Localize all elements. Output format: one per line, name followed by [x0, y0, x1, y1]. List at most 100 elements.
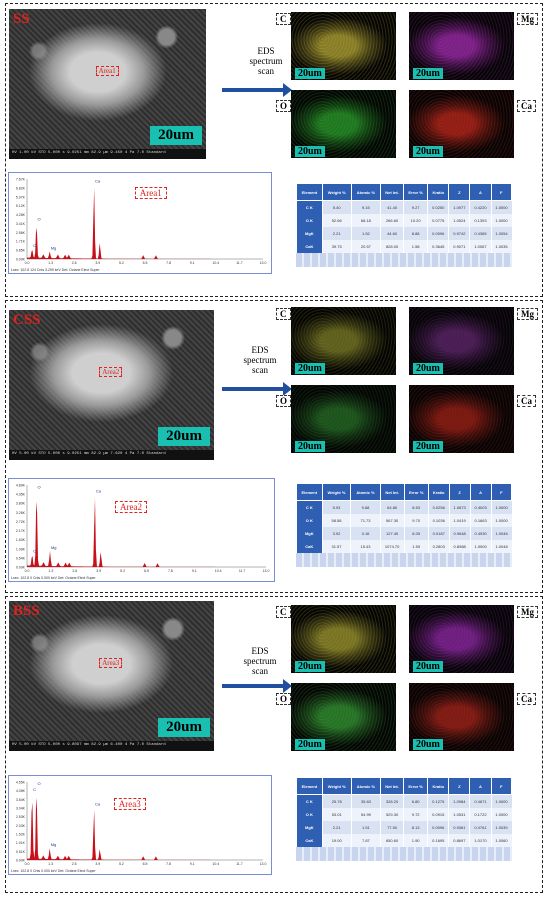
table-cell: 0.9361: [448, 821, 470, 834]
x-tick-label: 9.1: [190, 261, 195, 265]
table-cell: 8.05: [403, 527, 429, 540]
x-tick-label: 2.6: [72, 261, 77, 265]
table-header: Weight %: [321, 183, 352, 201]
eds-line: scan: [258, 66, 274, 76]
x-tick-label: 10.4: [212, 261, 219, 265]
sample-label: SS: [13, 11, 30, 27]
table-header: Atomic %: [350, 777, 382, 795]
table-cell: 52.66: [321, 214, 352, 227]
element-label-mg: Mg: [517, 606, 538, 618]
table-cell: 0.1722: [469, 808, 491, 821]
table-header: F: [490, 183, 512, 201]
sample-label: BSS: [13, 603, 40, 619]
table-cell: 5.93: [321, 500, 351, 514]
table-cell: 0.0096: [427, 227, 449, 240]
table-cell: O K: [296, 808, 323, 821]
element-map-c: 20um: [291, 307, 396, 375]
y-tick-label: 4.26K: [16, 213, 26, 217]
table-cell: 1.0039: [490, 821, 512, 834]
y-tick-label: 1.63K: [16, 538, 26, 542]
arrow-icon: [222, 382, 292, 396]
table-cell: 1.0873: [448, 500, 471, 514]
x-tick-label: 0.0: [25, 261, 30, 265]
x-tick-label: 6.5: [144, 569, 149, 573]
table-cell: 8.88: [403, 227, 428, 240]
y-tick-label: 1.71K: [16, 240, 26, 244]
table-cell: 64.80: [379, 500, 405, 514]
y-tick-label: 3.26K: [16, 511, 26, 515]
peak-label: Mg: [51, 545, 57, 550]
x-tick-label: 0.0: [25, 569, 30, 573]
panel-bss: [5, 596, 543, 893]
peak-label: Mg: [51, 842, 57, 847]
table-cell: MgK: [296, 527, 323, 540]
spectrum-footer: Lsec: 102.8 0 Cnts 0.000 keV Det: Octane…: [11, 869, 96, 873]
table-header: Net Int.: [380, 777, 405, 795]
arrow-icon: [222, 679, 292, 693]
element-label-o: O: [276, 693, 292, 705]
peak-label: Ca: [95, 801, 101, 806]
eds-label: EDS spectrum scan: [232, 646, 288, 676]
table-cell: O K: [296, 514, 323, 527]
table-cell: 0.8988: [448, 540, 471, 553]
table-header: F: [490, 777, 512, 795]
element-label-ca: Ca: [517, 693, 536, 705]
table-cell: 0.1663: [469, 514, 492, 527]
element-map-c: 20um: [291, 605, 396, 673]
table-cell: 0.9071: [448, 240, 470, 253]
element-map-ca: 20um: [409, 385, 514, 453]
sem-texture: [9, 601, 214, 741]
peak-label: C: [33, 243, 36, 248]
y-tick-label: 2.53K: [16, 815, 26, 819]
table-cell: 0.0256: [427, 500, 450, 514]
element-label-ca: Ca: [517, 395, 536, 407]
table-cell: 1.0046: [490, 527, 512, 540]
y-tick-label: 2.56K: [16, 231, 26, 235]
x-tick-label: 6.5: [143, 862, 148, 866]
table-row: C K 5.93 9.68 64.80 8.53 0.0256 1.0873 0.4003 1.…: [296, 500, 512, 514]
table-header-row: Element Weight % Atomic % Net Int. Error % Kr…: [296, 483, 513, 501]
y-tick-label: 2.03K: [16, 824, 26, 828]
x-tick-label: 5.2: [119, 261, 124, 265]
table-cell: 53.01: [321, 808, 352, 821]
peak-label: Ca: [95, 178, 101, 183]
y-tick-label: 0.00K: [16, 566, 26, 570]
table-cell: 266.60: [380, 214, 404, 227]
peak-label: O: [38, 485, 41, 490]
x-tick-label: 9.1: [192, 569, 197, 573]
x-tick-label: 7.8: [166, 261, 171, 265]
table-cell: 8.53: [403, 500, 429, 514]
table-cell: 9.68: [350, 500, 381, 514]
table-cell: 1.0000: [490, 500, 512, 514]
eds-line: spectrum: [243, 355, 277, 365]
y-tick-label: 7.67K: [16, 178, 26, 182]
table-cell: 1.0035: [490, 240, 512, 253]
table-cell: CaK: [296, 240, 323, 253]
table-cell: 1.0048: [490, 540, 512, 553]
table-cell: MgK: [296, 821, 323, 834]
table-header: Weight %: [321, 483, 352, 501]
table-header: Z: [448, 183, 471, 201]
table-cell: O K: [296, 214, 323, 227]
table-cell: 1.0000: [490, 514, 512, 527]
table-cell: 650.60: [380, 834, 404, 847]
quant-table: Element Weight % Atomic % Net Int. Error % Kr…: [296, 777, 512, 861]
table-cell: 7.87: [350, 834, 381, 847]
table-cell: 1074.70: [379, 540, 405, 553]
table-footer-stripe: [296, 553, 512, 567]
spectrum-footer: Lsec: 102.8 0 Cnts 0.000 keV Det: Octane…: [11, 576, 96, 580]
area-box: Area1: [95, 66, 119, 76]
table-cell: 9.27: [403, 200, 428, 214]
sem-image: BSS Area3 20um HV 5.00 kV STD 5.000 s 9.809…: [9, 601, 214, 751]
table-cell: 1.0000: [469, 540, 492, 553]
x-tick-label: 13.0: [263, 569, 270, 573]
y-tick-label: 0.00K: [16, 859, 26, 863]
table-cell: 0.2803: [427, 540, 450, 553]
area-box: Area3: [99, 658, 123, 668]
y-tick-label: 0.00K: [16, 258, 26, 262]
quant-table-grid: Element Weight % Atomic % Net Int. Error % Kr…: [296, 183, 512, 253]
eds-label: EDS spectrum scan: [238, 46, 294, 76]
map-scale-label: 20um: [295, 146, 325, 157]
table-cell: C K: [296, 500, 323, 514]
element-label-mg: Mg: [517, 13, 538, 25]
